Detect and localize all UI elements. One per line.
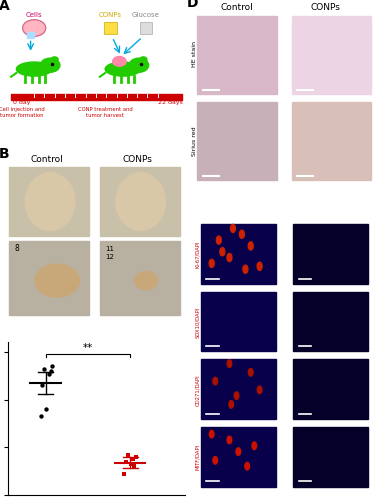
Bar xyxy=(27,32,34,38)
Bar xyxy=(201,359,276,419)
Bar xyxy=(293,224,368,284)
Bar xyxy=(293,359,368,419)
Text: **: ** xyxy=(83,343,93,353)
Circle shape xyxy=(216,236,221,244)
Circle shape xyxy=(229,400,233,408)
Bar xyxy=(291,102,371,180)
Bar xyxy=(198,102,277,180)
Bar xyxy=(201,427,276,486)
Text: Glucose: Glucose xyxy=(132,12,160,18)
Text: Sirius red: Sirius red xyxy=(192,127,197,156)
Ellipse shape xyxy=(105,62,141,76)
Circle shape xyxy=(213,378,218,385)
Circle shape xyxy=(257,262,262,270)
Text: Cell injection and: Cell injection and xyxy=(0,108,44,112)
Circle shape xyxy=(248,368,253,376)
Circle shape xyxy=(140,57,147,62)
Bar xyxy=(140,22,152,35)
Text: SOX10/DAPI: SOX10/DAPI xyxy=(195,306,200,338)
Point xyxy=(121,470,127,478)
Circle shape xyxy=(209,430,214,438)
Point xyxy=(128,460,134,468)
Bar xyxy=(100,167,180,236)
Circle shape xyxy=(129,58,149,72)
Point xyxy=(131,462,137,470)
Text: MITF/DAPI: MITF/DAPI xyxy=(195,444,200,470)
Bar xyxy=(201,292,276,352)
Point xyxy=(48,367,54,375)
Circle shape xyxy=(40,58,60,72)
Text: tumor formation: tumor formation xyxy=(0,113,43,118)
Circle shape xyxy=(113,56,126,66)
Text: A: A xyxy=(0,0,9,12)
Text: HE stain: HE stain xyxy=(192,41,197,67)
Point xyxy=(49,362,55,370)
Text: Cells: Cells xyxy=(26,12,43,18)
Bar xyxy=(11,94,181,100)
Point xyxy=(123,458,129,466)
Circle shape xyxy=(248,242,253,250)
Circle shape xyxy=(252,442,257,450)
Text: tumor harvest: tumor harvest xyxy=(86,113,124,118)
Text: Control: Control xyxy=(220,4,253,13)
Circle shape xyxy=(236,448,241,456)
Point xyxy=(133,453,139,461)
Text: CONPs: CONPs xyxy=(122,155,152,164)
Point xyxy=(41,365,47,373)
Text: CD271/DAPI: CD271/DAPI xyxy=(195,374,200,406)
Text: 22 days: 22 days xyxy=(158,100,183,104)
Circle shape xyxy=(239,230,244,238)
Text: CONPs: CONPs xyxy=(311,204,339,213)
Ellipse shape xyxy=(116,172,166,231)
Text: Control: Control xyxy=(30,155,63,164)
Point xyxy=(43,405,49,413)
Bar xyxy=(293,292,368,352)
Text: B: B xyxy=(0,147,9,161)
Text: CONPs: CONPs xyxy=(310,4,340,13)
Circle shape xyxy=(257,386,262,394)
Bar xyxy=(100,241,180,315)
Text: E: E xyxy=(187,189,196,203)
Text: 8: 8 xyxy=(15,244,19,253)
Circle shape xyxy=(220,248,225,256)
Text: 11: 11 xyxy=(105,246,114,252)
Point xyxy=(37,412,43,420)
Text: D: D xyxy=(187,0,198,10)
Text: Control: Control xyxy=(221,204,252,213)
Text: CONP treatment and: CONP treatment and xyxy=(78,108,133,112)
Ellipse shape xyxy=(25,172,75,231)
Circle shape xyxy=(227,254,232,262)
Point xyxy=(130,455,136,463)
Text: Ki-67/DAPI: Ki-67/DAPI xyxy=(195,241,200,268)
Ellipse shape xyxy=(35,264,80,297)
Ellipse shape xyxy=(135,272,158,289)
Point xyxy=(124,451,130,459)
Text: 0 day: 0 day xyxy=(13,100,31,104)
Ellipse shape xyxy=(17,62,52,76)
Circle shape xyxy=(51,57,58,62)
Circle shape xyxy=(227,360,232,368)
Bar xyxy=(293,427,368,486)
Text: CONPs: CONPs xyxy=(99,12,122,18)
Bar xyxy=(201,224,276,284)
Bar xyxy=(198,16,277,94)
Bar xyxy=(291,16,371,94)
Text: 12: 12 xyxy=(105,254,114,260)
Circle shape xyxy=(234,392,239,400)
Circle shape xyxy=(230,224,236,232)
Point xyxy=(46,370,52,378)
Bar xyxy=(9,167,89,236)
Bar xyxy=(104,22,117,35)
Circle shape xyxy=(213,456,218,464)
Circle shape xyxy=(23,20,46,36)
Bar xyxy=(9,241,89,315)
Point xyxy=(39,382,45,390)
Circle shape xyxy=(245,462,250,470)
Circle shape xyxy=(243,265,248,274)
Circle shape xyxy=(227,436,232,444)
Circle shape xyxy=(209,260,214,268)
